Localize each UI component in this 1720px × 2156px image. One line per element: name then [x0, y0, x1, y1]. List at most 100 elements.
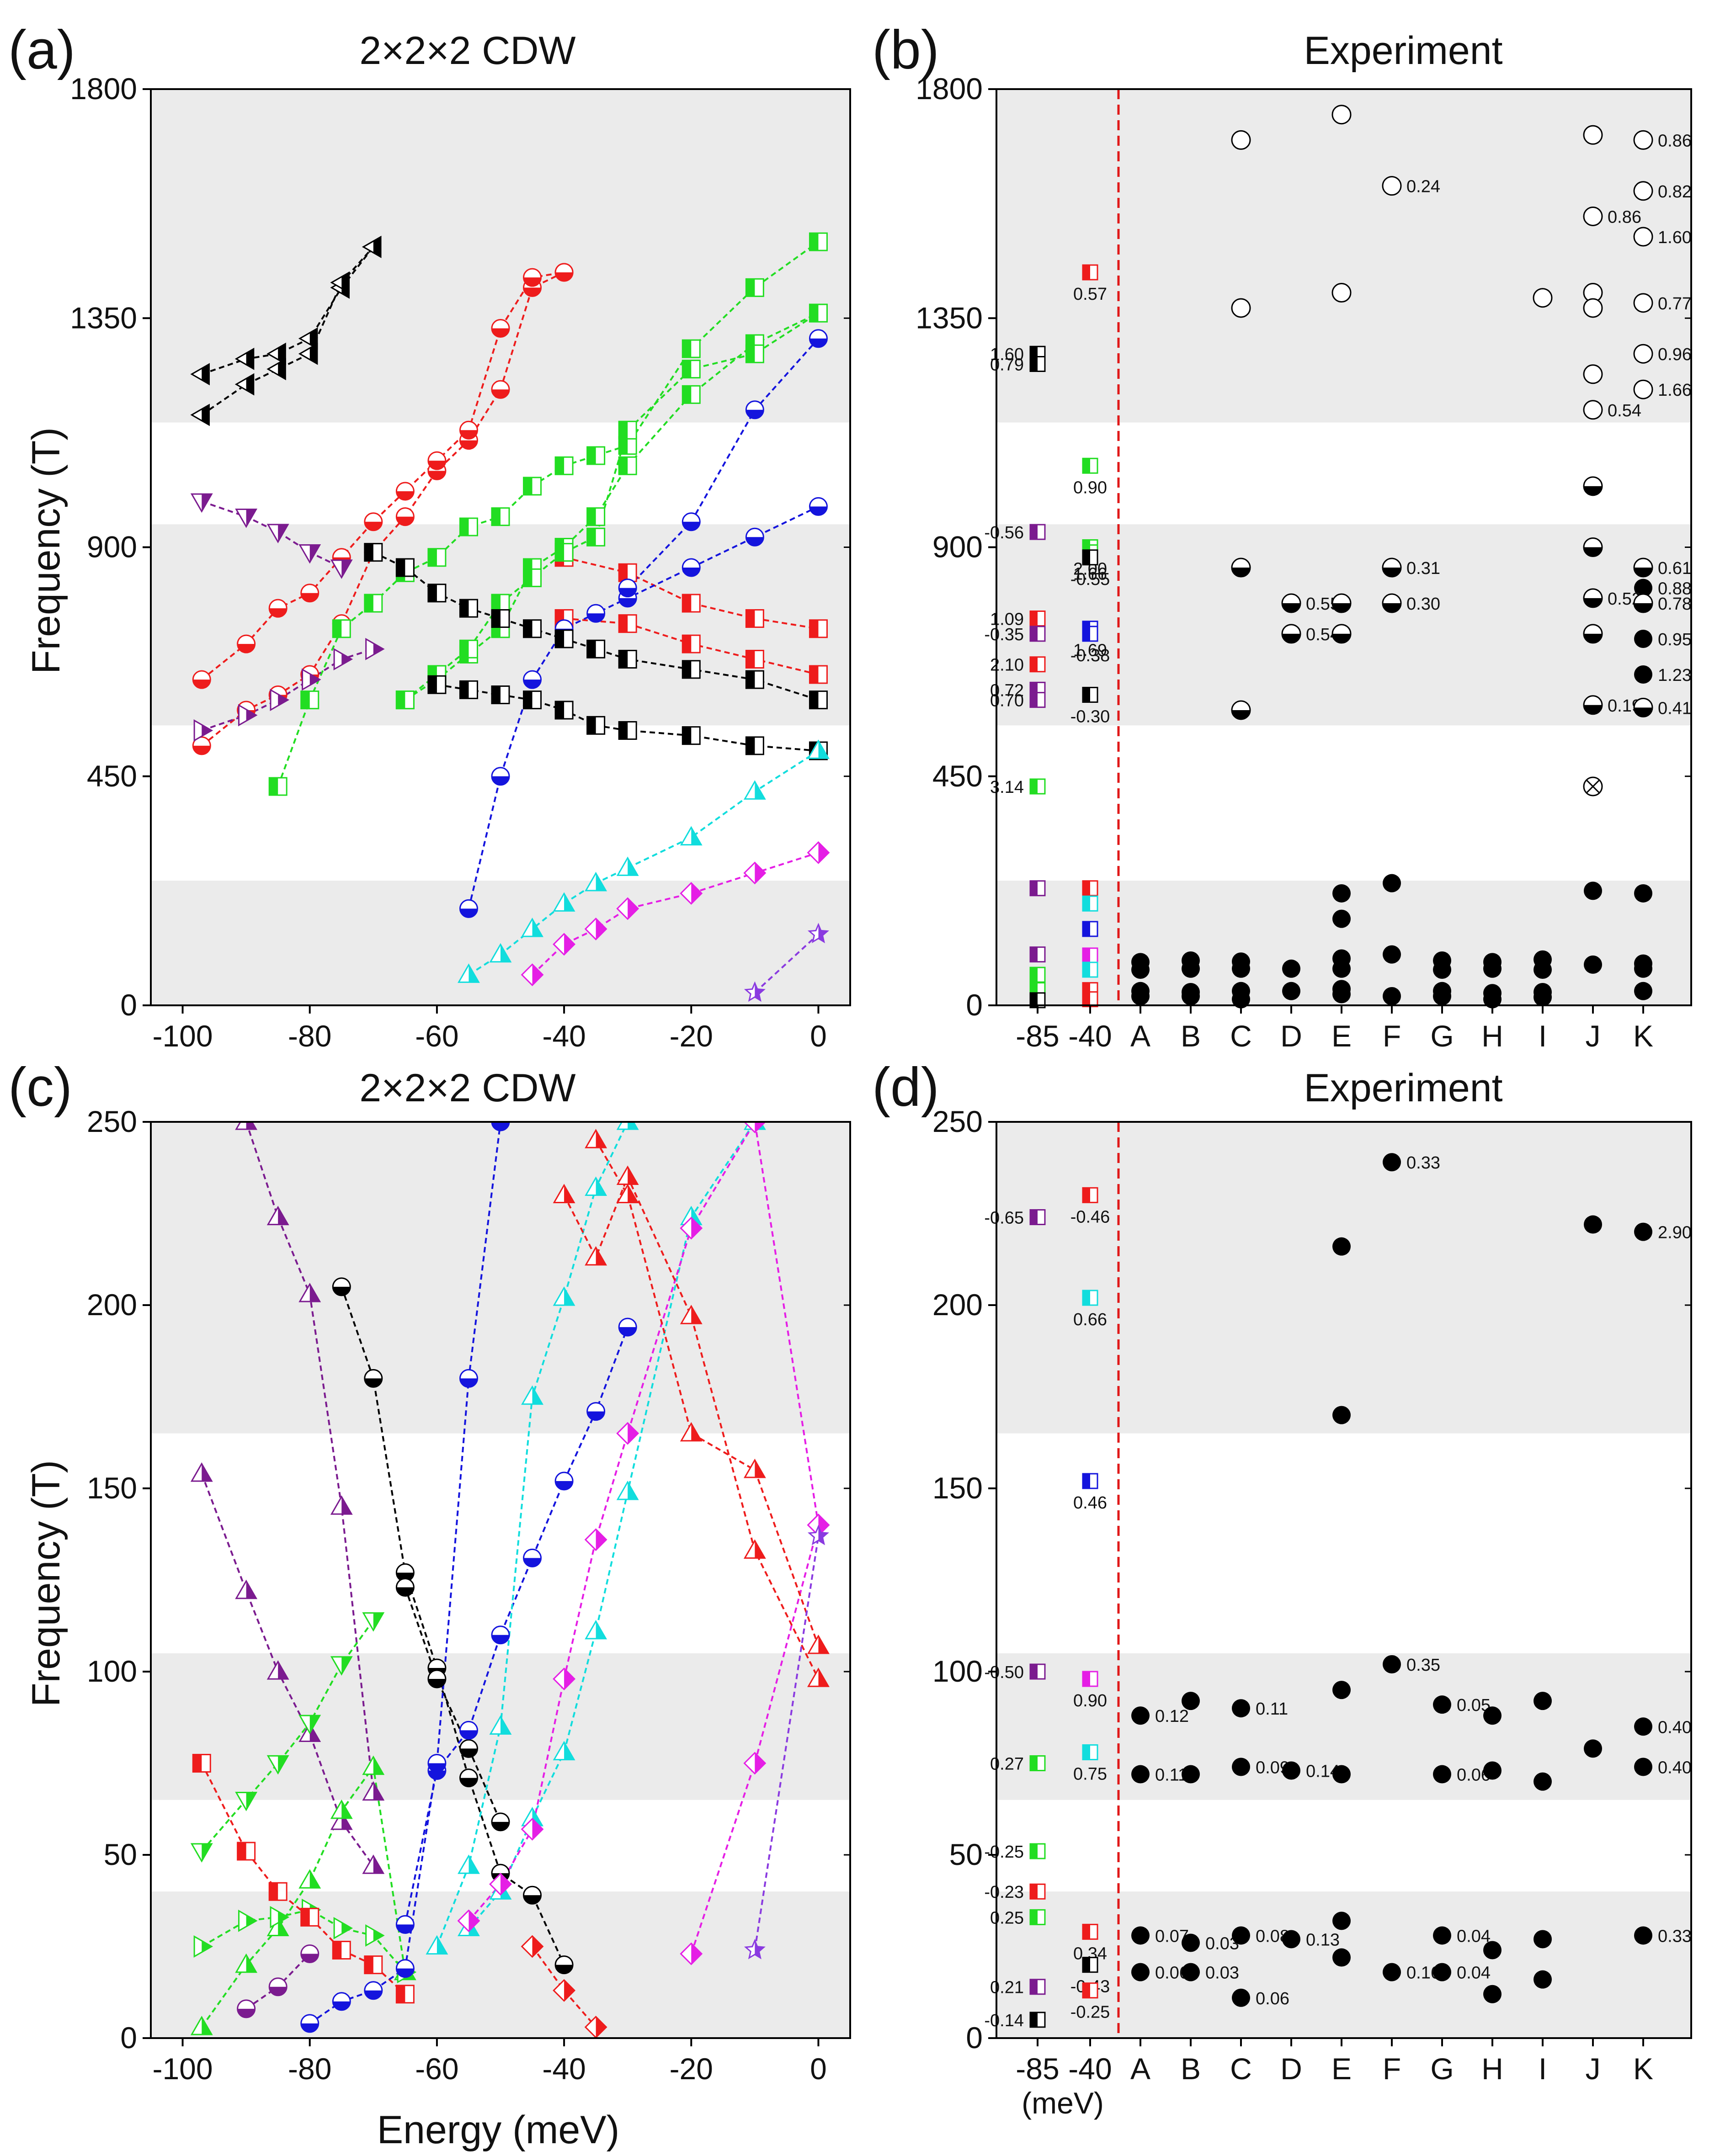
- marker-half-fill: [428, 471, 446, 480]
- marker-half-fill: [619, 598, 637, 607]
- marker-square-fill: [1030, 1884, 1038, 1899]
- marker-half-fill: [396, 1968, 414, 1977]
- experiment-point: [1483, 1941, 1502, 1960]
- y-tick-label-b: 0: [966, 988, 983, 1022]
- marker-up-fill: [278, 1662, 288, 1679]
- marker-half-fill: [364, 1990, 382, 1999]
- experiment-point: [1182, 1963, 1200, 1981]
- marker-square-fill: [1083, 992, 1090, 1007]
- marker-square-fill: [1030, 692, 1038, 707]
- series-line-a-14: [437, 684, 819, 752]
- experiment-point: [1634, 1717, 1652, 1736]
- marker-up-fill: [596, 1178, 606, 1195]
- value-annotation: 0.88: [1658, 579, 1692, 599]
- experiment-point: [1634, 884, 1652, 903]
- y-tick-label-b: 1800: [916, 72, 983, 106]
- marker-square-fill: [746, 279, 755, 297]
- marker-half-fill: [1332, 603, 1351, 613]
- series-line-c-16: [531, 1946, 597, 2028]
- experiment-point: [1634, 579, 1652, 597]
- marker-square-fill: [682, 386, 692, 404]
- marker-up-fill: [628, 1185, 638, 1203]
- value-annotation: 0.35: [1406, 1656, 1440, 1675]
- value-annotation: 0.27: [990, 1755, 1024, 1774]
- marker-half-fill: [269, 1986, 287, 1996]
- y-axis-title-a: Frequency (T): [24, 427, 68, 674]
- experiment-point: [1433, 987, 1451, 1005]
- panel-title-d: Experiment: [1304, 1066, 1503, 1110]
- marker-up-fill: [373, 1782, 383, 1800]
- marker-up-fill: [246, 1954, 256, 1972]
- marker-square-fill: [1030, 779, 1038, 794]
- marker-square-fill: [1030, 1664, 1038, 1679]
- x-tick-label-c: -100: [152, 2052, 213, 2086]
- marker-up-fill: [278, 1918, 288, 1936]
- value-annotation: 0.04: [1457, 1927, 1491, 1946]
- marker-half-fill: [301, 2023, 319, 2032]
- experiment-point: [1131, 1926, 1150, 1945]
- series-line-a-10: [627, 338, 819, 589]
- marker-up-fill: [691, 1423, 702, 1441]
- marker-down-fill: [309, 545, 320, 563]
- value-annotation: -0.25: [984, 1843, 1024, 1862]
- marker-diamond-fill: [596, 1529, 607, 1551]
- marker-half-fill: [428, 1770, 446, 1779]
- value-annotation: 0.78: [1658, 595, 1692, 614]
- value-annotation: 0.90: [1073, 478, 1107, 497]
- marker-diamond-fill: [596, 2017, 607, 2038]
- marker-square-fill: [619, 564, 628, 582]
- marker-diamond-fill: [596, 919, 607, 940]
- experiment-point: [1634, 665, 1652, 684]
- marker-up-fill: [341, 1800, 352, 1818]
- experiment-point: [1131, 1706, 1150, 1725]
- marker-square-fill: [1083, 921, 1090, 936]
- marker-up-fill: [691, 1306, 702, 1324]
- panel-title-c: 2×2×2 CDW: [359, 1066, 575, 1110]
- value-annotation: 0.30: [1406, 595, 1440, 614]
- marker-half-fill: [619, 1327, 637, 1336]
- y-tick-label-a: 1800: [70, 72, 137, 106]
- experiment-point: [1634, 1222, 1652, 1241]
- marker-square-fill: [809, 304, 819, 322]
- x-category-label-b: D: [1280, 1019, 1302, 1053]
- value-annotation: 0.25: [990, 1908, 1024, 1928]
- marker-half-fill: [428, 1763, 446, 1772]
- energy-unit-label: (meV): [1022, 2086, 1104, 2120]
- experiment-point: [1282, 959, 1300, 978]
- value-annotation: 1.60: [1658, 228, 1692, 247]
- x-category-label-b: I: [1539, 1019, 1547, 1053]
- x-category-label-d: J: [1586, 2052, 1601, 2086]
- y-tick-label-a: 1350: [70, 301, 137, 335]
- marker-half-fill: [492, 1821, 509, 1831]
- marker-up-fill: [596, 1247, 606, 1265]
- marker-square-fill: [809, 620, 819, 637]
- marker-half-fill: [1232, 568, 1250, 577]
- x-category-label-d: H: [1481, 2052, 1503, 2086]
- value-annotation: 0.11: [1256, 1699, 1288, 1719]
- experiment-point: [1433, 961, 1451, 979]
- value-annotation: 0.41: [1658, 699, 1692, 718]
- marker-square-fill: [809, 691, 819, 709]
- marker-square-fill: [333, 1941, 342, 1959]
- value-annotation: 1.23: [1658, 666, 1692, 685]
- marker-square-fill: [682, 635, 692, 653]
- value-annotation: 0.77: [1658, 294, 1692, 313]
- value-annotation: 0.86: [1608, 207, 1641, 227]
- x-tick-label-c: -20: [670, 2052, 713, 2086]
- marker-circle: [1331, 105, 1352, 125]
- x-tick-label-a: 0: [810, 1019, 827, 1053]
- marker-circle: [1583, 400, 1603, 420]
- value-annotation: 1.66: [1073, 565, 1107, 584]
- x-category-label-b: F: [1383, 1019, 1401, 1053]
- marker-half-fill: [193, 680, 211, 689]
- marker-diamond-fill: [818, 1514, 829, 1535]
- marker-left-fill: [246, 349, 254, 369]
- marker-right-fill: [341, 1922, 352, 1934]
- y-tick-label-b: 900: [932, 530, 983, 564]
- panel-letter-c: (c): [8, 1057, 72, 1118]
- marker-half-fill: [269, 608, 287, 617]
- marker-up-fill: [564, 1288, 574, 1306]
- marker-half-fill: [237, 2008, 255, 2018]
- marker-half-fill: [1584, 633, 1602, 643]
